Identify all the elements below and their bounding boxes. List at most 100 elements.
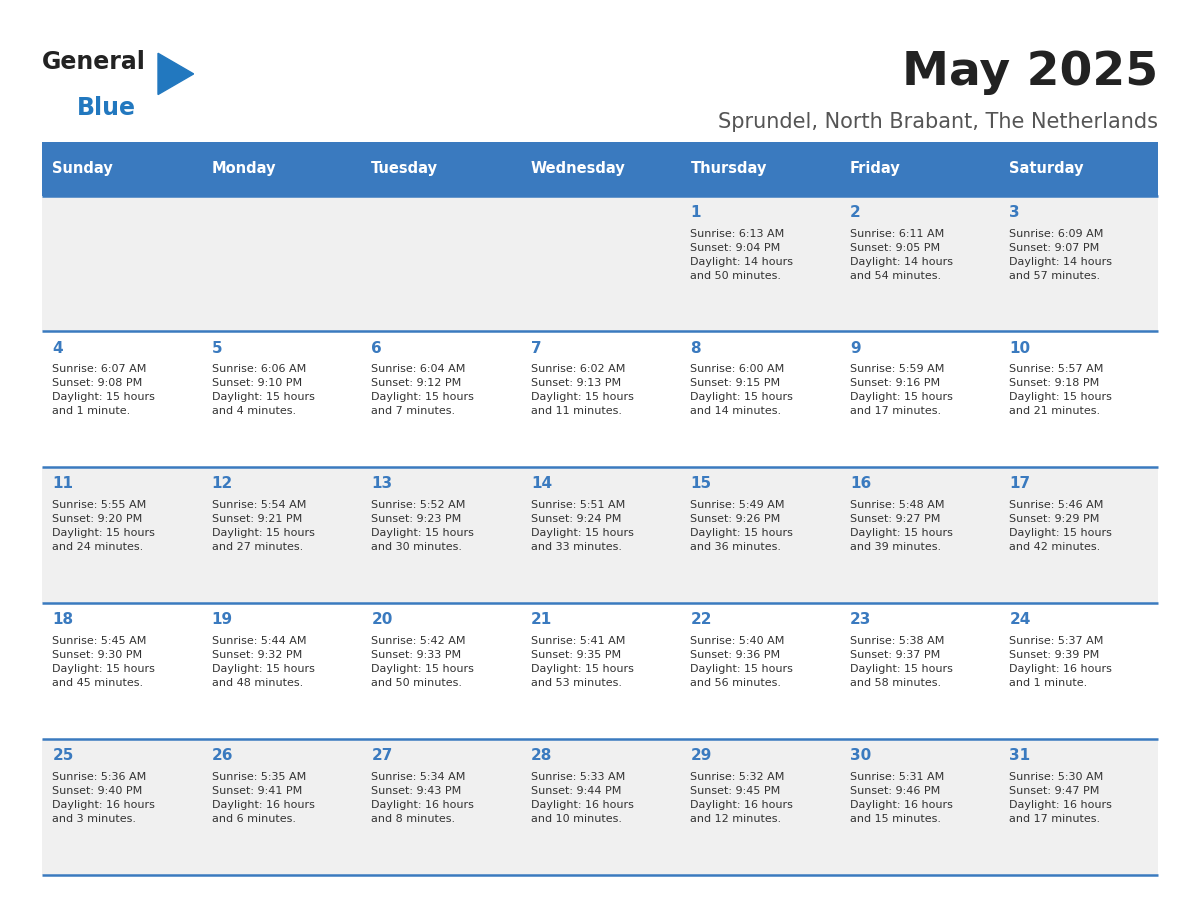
Text: 24: 24 — [1010, 612, 1031, 627]
Bar — [361, 467, 520, 603]
Text: Tuesday: Tuesday — [372, 162, 438, 176]
Text: 21: 21 — [531, 612, 552, 627]
Bar — [839, 196, 999, 331]
Bar — [680, 739, 839, 875]
Bar — [839, 142, 999, 196]
Text: Sunrise: 5:57 AM
Sunset: 9:18 PM
Daylight: 15 hours
and 21 minutes.: Sunrise: 5:57 AM Sunset: 9:18 PM Dayligh… — [1010, 364, 1112, 417]
Text: 2: 2 — [849, 205, 860, 219]
Bar — [42, 196, 201, 331]
Bar — [201, 603, 361, 739]
Text: Sunrise: 6:07 AM
Sunset: 9:08 PM
Daylight: 15 hours
and 1 minute.: Sunrise: 6:07 AM Sunset: 9:08 PM Dayligh… — [52, 364, 156, 417]
Text: 28: 28 — [531, 748, 552, 763]
Bar — [42, 739, 201, 875]
Text: Sunrise: 6:06 AM
Sunset: 9:10 PM
Daylight: 15 hours
and 4 minutes.: Sunrise: 6:06 AM Sunset: 9:10 PM Dayligh… — [211, 364, 315, 417]
Bar — [42, 142, 201, 196]
Text: Sunrise: 5:54 AM
Sunset: 9:21 PM
Daylight: 15 hours
and 27 minutes.: Sunrise: 5:54 AM Sunset: 9:21 PM Dayligh… — [211, 500, 315, 553]
Bar — [999, 467, 1158, 603]
Text: Sunrise: 5:38 AM
Sunset: 9:37 PM
Daylight: 15 hours
and 58 minutes.: Sunrise: 5:38 AM Sunset: 9:37 PM Dayligh… — [849, 636, 953, 688]
Text: 14: 14 — [531, 476, 552, 491]
Bar — [680, 196, 839, 331]
Bar — [839, 739, 999, 875]
Bar — [361, 603, 520, 739]
Bar — [999, 331, 1158, 467]
Text: Sunrise: 6:13 AM
Sunset: 9:04 PM
Daylight: 14 hours
and 50 minutes.: Sunrise: 6:13 AM Sunset: 9:04 PM Dayligh… — [690, 229, 794, 281]
Bar — [42, 467, 201, 603]
Text: Sunrise: 5:59 AM
Sunset: 9:16 PM
Daylight: 15 hours
and 17 minutes.: Sunrise: 5:59 AM Sunset: 9:16 PM Dayligh… — [849, 364, 953, 417]
Text: 29: 29 — [690, 748, 712, 763]
Text: Sunrise: 5:41 AM
Sunset: 9:35 PM
Daylight: 15 hours
and 53 minutes.: Sunrise: 5:41 AM Sunset: 9:35 PM Dayligh… — [531, 636, 633, 688]
Bar — [999, 739, 1158, 875]
Text: Sunrise: 6:11 AM
Sunset: 9:05 PM
Daylight: 14 hours
and 54 minutes.: Sunrise: 6:11 AM Sunset: 9:05 PM Dayligh… — [849, 229, 953, 281]
Text: 23: 23 — [849, 612, 871, 627]
Text: 12: 12 — [211, 476, 233, 491]
Bar — [42, 603, 201, 739]
Text: Sunrise: 5:40 AM
Sunset: 9:36 PM
Daylight: 15 hours
and 56 minutes.: Sunrise: 5:40 AM Sunset: 9:36 PM Dayligh… — [690, 636, 794, 688]
Text: 26: 26 — [211, 748, 233, 763]
Text: Sunrise: 6:04 AM
Sunset: 9:12 PM
Daylight: 15 hours
and 7 minutes.: Sunrise: 6:04 AM Sunset: 9:12 PM Dayligh… — [372, 364, 474, 417]
Text: Sunrise: 5:30 AM
Sunset: 9:47 PM
Daylight: 16 hours
and 17 minutes.: Sunrise: 5:30 AM Sunset: 9:47 PM Dayligh… — [1010, 772, 1112, 824]
Text: Friday: Friday — [849, 162, 901, 176]
Text: Sunrise: 5:52 AM
Sunset: 9:23 PM
Daylight: 15 hours
and 30 minutes.: Sunrise: 5:52 AM Sunset: 9:23 PM Dayligh… — [372, 500, 474, 553]
Text: 3: 3 — [1010, 205, 1020, 219]
Text: 25: 25 — [52, 748, 74, 763]
Text: Sunrise: 5:34 AM
Sunset: 9:43 PM
Daylight: 16 hours
and 8 minutes.: Sunrise: 5:34 AM Sunset: 9:43 PM Dayligh… — [372, 772, 474, 824]
Bar — [42, 331, 201, 467]
Text: Sunrise: 5:36 AM
Sunset: 9:40 PM
Daylight: 16 hours
and 3 minutes.: Sunrise: 5:36 AM Sunset: 9:40 PM Dayligh… — [52, 772, 156, 824]
Bar — [520, 331, 680, 467]
Text: Sunrise: 6:09 AM
Sunset: 9:07 PM
Daylight: 14 hours
and 57 minutes.: Sunrise: 6:09 AM Sunset: 9:07 PM Dayligh… — [1010, 229, 1112, 281]
Bar — [999, 196, 1158, 331]
Text: Sunrise: 5:32 AM
Sunset: 9:45 PM
Daylight: 16 hours
and 12 minutes.: Sunrise: 5:32 AM Sunset: 9:45 PM Dayligh… — [690, 772, 794, 824]
Bar — [361, 739, 520, 875]
Text: Wednesday: Wednesday — [531, 162, 626, 176]
Bar — [839, 331, 999, 467]
Text: 17: 17 — [1010, 476, 1030, 491]
Text: Sprundel, North Brabant, The Netherlands: Sprundel, North Brabant, The Netherlands — [719, 112, 1158, 132]
Text: Thursday: Thursday — [690, 162, 766, 176]
Text: 5: 5 — [211, 341, 222, 355]
Bar — [839, 603, 999, 739]
Text: 30: 30 — [849, 748, 871, 763]
Text: Sunrise: 5:33 AM
Sunset: 9:44 PM
Daylight: 16 hours
and 10 minutes.: Sunrise: 5:33 AM Sunset: 9:44 PM Dayligh… — [531, 772, 633, 824]
Text: 9: 9 — [849, 341, 860, 355]
Bar — [520, 739, 680, 875]
Text: General: General — [42, 50, 145, 74]
Text: Sunrise: 5:46 AM
Sunset: 9:29 PM
Daylight: 15 hours
and 42 minutes.: Sunrise: 5:46 AM Sunset: 9:29 PM Dayligh… — [1010, 500, 1112, 553]
Bar — [520, 603, 680, 739]
Bar — [680, 331, 839, 467]
Text: Sunrise: 5:49 AM
Sunset: 9:26 PM
Daylight: 15 hours
and 36 minutes.: Sunrise: 5:49 AM Sunset: 9:26 PM Dayligh… — [690, 500, 794, 553]
Text: Sunrise: 5:37 AM
Sunset: 9:39 PM
Daylight: 16 hours
and 1 minute.: Sunrise: 5:37 AM Sunset: 9:39 PM Dayligh… — [1010, 636, 1112, 688]
Bar — [520, 142, 680, 196]
Text: Sunrise: 5:51 AM
Sunset: 9:24 PM
Daylight: 15 hours
and 33 minutes.: Sunrise: 5:51 AM Sunset: 9:24 PM Dayligh… — [531, 500, 633, 553]
Text: 22: 22 — [690, 612, 712, 627]
Text: Saturday: Saturday — [1010, 162, 1083, 176]
Text: Sunrise: 5:42 AM
Sunset: 9:33 PM
Daylight: 15 hours
and 50 minutes.: Sunrise: 5:42 AM Sunset: 9:33 PM Dayligh… — [372, 636, 474, 688]
Text: Sunday: Sunday — [52, 162, 113, 176]
Bar — [361, 142, 520, 196]
Bar — [201, 331, 361, 467]
Text: Sunrise: 5:44 AM
Sunset: 9:32 PM
Daylight: 15 hours
and 48 minutes.: Sunrise: 5:44 AM Sunset: 9:32 PM Dayligh… — [211, 636, 315, 688]
Text: 19: 19 — [211, 612, 233, 627]
Text: May 2025: May 2025 — [902, 50, 1158, 95]
Bar — [680, 467, 839, 603]
Bar — [839, 467, 999, 603]
Bar — [520, 196, 680, 331]
Text: 1: 1 — [690, 205, 701, 219]
Bar — [201, 196, 361, 331]
Bar — [361, 331, 520, 467]
Text: Sunrise: 5:35 AM
Sunset: 9:41 PM
Daylight: 16 hours
and 6 minutes.: Sunrise: 5:35 AM Sunset: 9:41 PM Dayligh… — [211, 772, 315, 824]
Bar — [999, 603, 1158, 739]
Bar — [999, 142, 1158, 196]
Text: 13: 13 — [372, 476, 392, 491]
Text: 7: 7 — [531, 341, 542, 355]
Text: 6: 6 — [372, 341, 383, 355]
Text: Sunrise: 5:48 AM
Sunset: 9:27 PM
Daylight: 15 hours
and 39 minutes.: Sunrise: 5:48 AM Sunset: 9:27 PM Dayligh… — [849, 500, 953, 553]
Text: 16: 16 — [849, 476, 871, 491]
Bar — [520, 467, 680, 603]
Bar — [680, 142, 839, 196]
Text: Sunrise: 6:02 AM
Sunset: 9:13 PM
Daylight: 15 hours
and 11 minutes.: Sunrise: 6:02 AM Sunset: 9:13 PM Dayligh… — [531, 364, 633, 417]
Text: 31: 31 — [1010, 748, 1030, 763]
Text: 20: 20 — [372, 612, 393, 627]
Text: 27: 27 — [372, 748, 393, 763]
Text: 10: 10 — [1010, 341, 1030, 355]
Text: Sunrise: 5:31 AM
Sunset: 9:46 PM
Daylight: 16 hours
and 15 minutes.: Sunrise: 5:31 AM Sunset: 9:46 PM Dayligh… — [849, 772, 953, 824]
